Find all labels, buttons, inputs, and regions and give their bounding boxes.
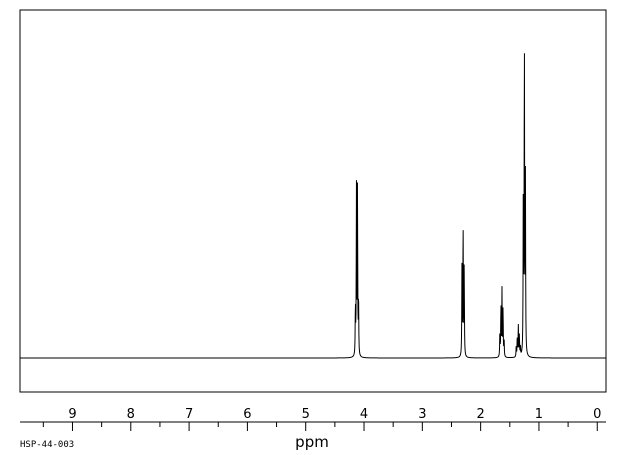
spectrum-trace (20, 53, 606, 359)
x-tick-label: 2 (476, 407, 484, 422)
x-tick-label: 4 (360, 407, 368, 422)
x-tick-label: 9 (68, 407, 76, 422)
spectrum-code-label: HSP-44-003 (20, 440, 74, 450)
x-axis-title: ppm (295, 433, 329, 451)
x-tick-label: 6 (243, 407, 251, 422)
plot-frame (19, 9, 607, 393)
x-tick-label: 7 (185, 407, 193, 422)
x-tick-label: 3 (418, 407, 426, 422)
x-tick-label: 0 (593, 407, 601, 422)
x-tick-label: 5 (302, 407, 310, 422)
x-tick-label: 8 (127, 407, 135, 422)
x-tick-label: 1 (535, 407, 543, 422)
x-axis-ticks: 9 8 7 6 5 4 3 2 1 0 (42, 407, 601, 431)
